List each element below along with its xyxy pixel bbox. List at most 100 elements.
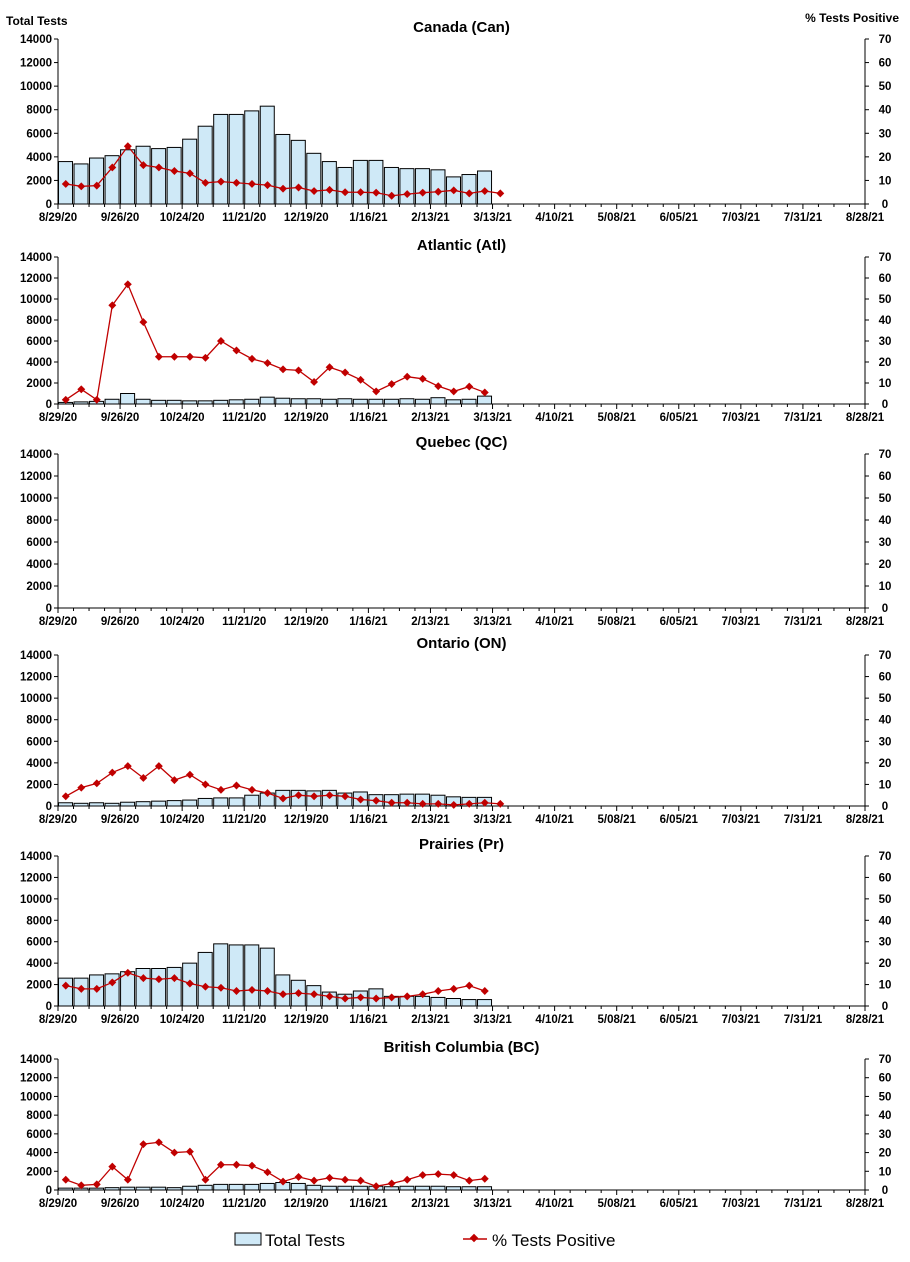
x-tick-label: 3/13/21 <box>473 616 512 628</box>
positivity-point <box>418 1171 427 1179</box>
legend-line-label: % Tests Positive <box>492 1231 615 1250</box>
bar <box>213 113 229 205</box>
x-tick-label: 2/13/21 <box>411 814 450 826</box>
left-tick-label: 2000 <box>26 779 52 791</box>
positivity-point <box>232 346 241 355</box>
bar <box>120 801 136 807</box>
positivity-point <box>61 1175 70 1184</box>
positivity-point <box>480 987 489 995</box>
positivity-point <box>310 187 319 195</box>
x-tick-label: 8/28/21 <box>846 814 885 826</box>
positivity-point <box>279 365 287 374</box>
left-tick-label: 10000 <box>20 693 52 705</box>
x-tick-label: 8/28/21 <box>846 1014 885 1026</box>
x-tick-label: 8/28/21 <box>846 616 885 628</box>
positivity-point <box>185 770 194 779</box>
right-tick-label: 0 <box>882 801 888 813</box>
bar <box>166 966 182 1007</box>
chart-panel: Ontario (ON) 0 2000 4000 6000 8000 10000 12000 1… <box>20 635 891 826</box>
left-tick-label: 12000 <box>20 872 52 884</box>
x-tick-label: 7/03/21 <box>722 412 761 424</box>
positivity-point <box>263 1168 272 1177</box>
right-tick-label: 20 <box>879 559 892 571</box>
positivity-point <box>232 1160 241 1169</box>
bar <box>213 797 229 807</box>
positivity-point <box>216 785 225 794</box>
bar <box>135 398 151 405</box>
left-tick-label: 0 <box>46 399 52 411</box>
bar <box>321 1185 337 1191</box>
bar <box>275 133 291 205</box>
positivity-point <box>372 387 381 396</box>
bar <box>461 999 477 1007</box>
bar <box>197 1184 213 1191</box>
right-tick-label: 30 <box>879 736 892 748</box>
x-tick-label: 8/28/21 <box>846 212 885 224</box>
x-tick-label: 2/13/21 <box>411 1014 450 1026</box>
x-tick-label: 4/10/21 <box>535 412 574 424</box>
x-tick-label: 8/29/20 <box>39 814 77 826</box>
positivity-point <box>310 1176 319 1185</box>
positivity-point <box>61 180 70 188</box>
right-tick-label: 0 <box>882 399 888 411</box>
positivity-point <box>465 981 474 990</box>
panel-title: Prairies (Pr) <box>419 836 504 853</box>
x-tick-label: 10/24/20 <box>160 814 205 826</box>
positivity-point <box>77 182 86 191</box>
positivity-point <box>139 318 148 327</box>
positivity-point <box>108 768 117 777</box>
positivity-point <box>356 375 365 384</box>
positivity-point <box>372 994 381 1003</box>
x-tick-label: 1/16/21 <box>349 1198 388 1210</box>
positivity-point <box>279 184 287 193</box>
right-tick-label: 60 <box>879 672 892 684</box>
left-tick-label: 8000 <box>26 915 52 927</box>
x-tick-label: 7/31/21 <box>784 814 823 826</box>
positivity-point <box>449 387 458 396</box>
right-tick-label: 20 <box>879 357 892 369</box>
panel-title: Atlantic (Atl) <box>417 237 506 254</box>
right-tick-label: 20 <box>879 1148 892 1160</box>
legend-line-marker <box>469 1233 479 1243</box>
positivity-point <box>248 180 256 188</box>
positivity-point <box>449 984 458 993</box>
left-tick-label: 8000 <box>26 105 52 117</box>
right-tick-label: 40 <box>879 1110 892 1122</box>
positivity-point <box>263 181 272 190</box>
right-tick-label: 10 <box>879 175 892 187</box>
positivity-point <box>154 1138 163 1147</box>
right-tick-label: 30 <box>879 336 892 348</box>
bar <box>399 1185 415 1191</box>
positivity-point <box>263 359 272 368</box>
bar <box>368 159 384 205</box>
left-tick-label: 2000 <box>26 581 52 593</box>
positivity-point <box>61 792 70 801</box>
x-tick-label: 7/31/21 <box>784 212 823 224</box>
positivity-point <box>216 337 225 345</box>
positivity-point <box>387 1179 396 1188</box>
bar <box>244 110 260 205</box>
bar <box>213 1183 229 1191</box>
x-tick-label: 3/13/21 <box>473 814 512 826</box>
positivity-point <box>449 1171 458 1179</box>
bar <box>120 393 136 405</box>
x-tick-label: 7/31/21 <box>784 1014 823 1026</box>
positivity-point <box>185 169 194 178</box>
left-tick-label: 12000 <box>20 471 52 483</box>
bar <box>290 139 306 205</box>
bar <box>213 399 229 405</box>
positivity-point <box>434 187 443 196</box>
right-tick-label: 10 <box>879 980 892 992</box>
bar <box>399 168 415 205</box>
left-tick-label: 8000 <box>26 515 52 527</box>
positivity-point <box>185 352 194 361</box>
bar <box>445 399 462 405</box>
panel-title: Quebec (QC) <box>416 434 508 451</box>
left-tick-label: 10000 <box>20 894 52 906</box>
x-tick-label: 7/31/21 <box>784 1198 823 1210</box>
x-tick-label: 12/19/20 <box>284 1198 329 1210</box>
right-tick-label: 50 <box>879 693 892 705</box>
bar <box>275 397 291 405</box>
positivity-point <box>356 993 365 1002</box>
